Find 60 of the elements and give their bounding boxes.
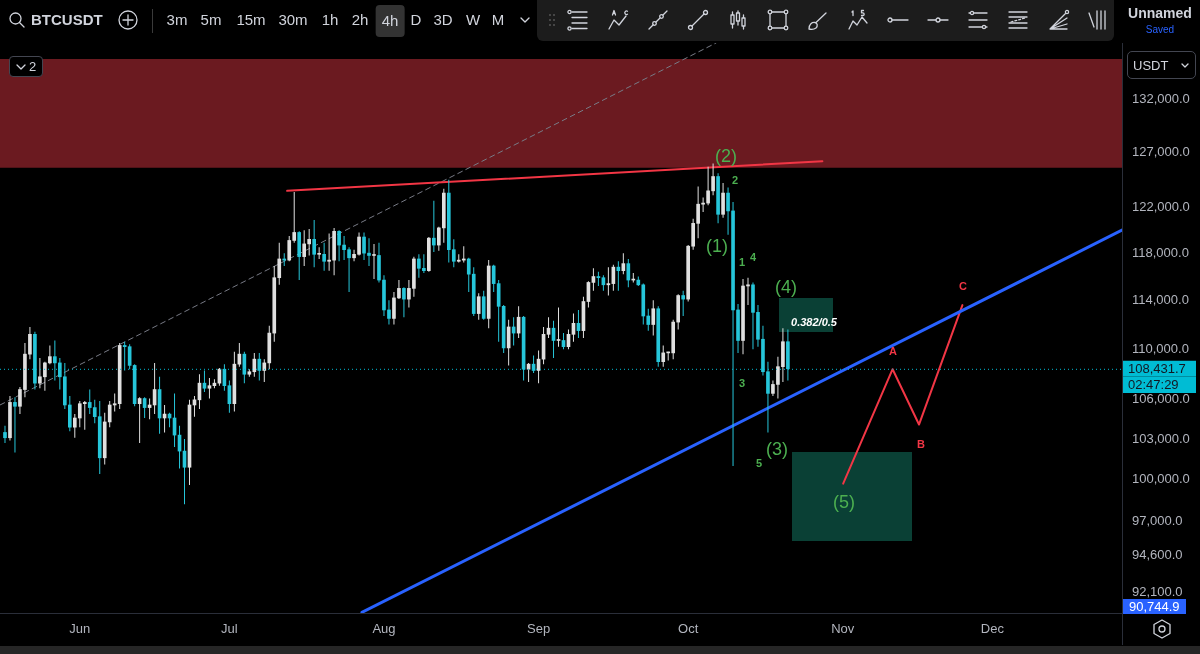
y-tick-label: 114,000.0 [1132, 291, 1189, 307]
y-tick-label: 103,000.0 [1132, 430, 1190, 446]
text: 3D [433, 11, 453, 29]
text: W [465, 11, 481, 29]
candlestick [556, 307, 561, 347]
y-tick-label: 97,000.0 [1132, 512, 1183, 528]
y-tick-label: 127,000.0 [1132, 144, 1190, 160]
text: 1h [321, 11, 339, 29]
annotation: 1 [738, 255, 746, 269]
annotation: (3) [766, 439, 788, 460]
text: M [491, 11, 505, 29]
y-tick-label: 100,000.0 [1132, 471, 1190, 487]
candlestick [13, 397, 17, 453]
text: 4h [375, 5, 405, 37]
candlestick [327, 233, 331, 271]
y-tick-label: 92,100.0 [1132, 583, 1183, 599]
y-tick-label: 106,000.0 [1132, 391, 1190, 407]
currency-dropdown: USDT [1127, 51, 1196, 79]
candlestick [746, 277, 750, 306]
annotation: 4 [749, 250, 757, 264]
text: 3m [166, 11, 188, 29]
text: 15m [236, 11, 266, 29]
annotation: A [889, 344, 897, 358]
y-axis-title: USDT [1133, 58, 1169, 73]
y-tick-label: 94,600.0 [1132, 547, 1183, 562]
text: 5m [200, 11, 222, 29]
annotation: C [959, 279, 967, 293]
annotation: (4) [775, 277, 797, 298]
collapse-button: 2 [9, 56, 43, 77]
x-tick-label: Jun [69, 621, 91, 637]
annotation: 5 [755, 456, 763, 470]
annotation: 2 [731, 173, 739, 187]
y-tick-label: 118,000.0 [1132, 244, 1189, 260]
x-tick-label: Dec [980, 621, 1005, 637]
annotation: 0.382/0.5 [791, 315, 837, 329]
annotation: 2 [29, 59, 37, 74]
candlestick [82, 401, 87, 430]
text: 2h [351, 11, 369, 29]
annotation: B [917, 437, 925, 451]
chart-title: BTCUSDT [31, 11, 103, 29]
text: Saved [1145, 24, 1175, 36]
annotation: (2) [715, 146, 737, 167]
y-tick-label: 110,000.0 [1132, 340, 1189, 356]
text: 02:47:29 [1123, 377, 1196, 393]
candlestick [372, 243, 376, 279]
text: 30m [278, 11, 308, 29]
x-tick-label: Oct [678, 621, 699, 637]
y-tick-label: 122,000.0 [1132, 199, 1190, 215]
x-tick-label: Aug [372, 621, 396, 637]
y-tick-label: 132,000.0 [1132, 91, 1190, 107]
annotation: (1) [706, 236, 728, 257]
x-tick-label: Sep [526, 621, 551, 637]
text: 90,744.9 [1123, 599, 1186, 614]
x-tick-label: Nov [831, 621, 855, 637]
text: D [410, 11, 422, 29]
annotation: (5) [833, 492, 855, 513]
x-tick-label: Jul [221, 621, 238, 637]
text: Unnamed [1128, 5, 1192, 22]
ref-line-label: 108,431.7 [1128, 360, 1186, 376]
annotation: 3 [738, 376, 746, 390]
